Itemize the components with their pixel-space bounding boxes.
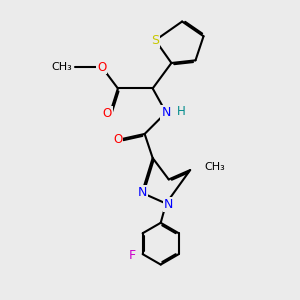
Text: S: S (152, 34, 159, 47)
Text: CH₃: CH₃ (52, 62, 72, 72)
Text: CH₃: CH₃ (205, 162, 226, 172)
Text: O: O (113, 133, 122, 146)
Text: O: O (103, 107, 112, 120)
Text: N: N (137, 186, 147, 199)
Text: H: H (176, 105, 185, 118)
Text: N: N (161, 106, 171, 119)
Text: N: N (164, 198, 173, 212)
Text: O: O (97, 61, 106, 74)
Text: F: F (129, 249, 136, 262)
